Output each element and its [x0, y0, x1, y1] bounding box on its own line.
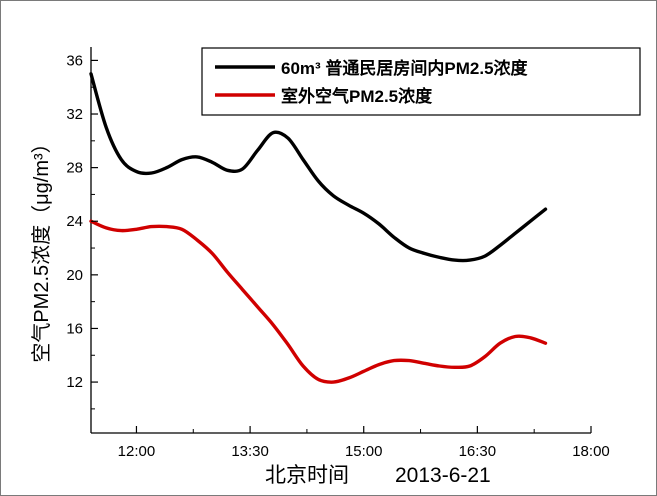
series-layer	[89, 72, 548, 384]
x-tick-label: 15:00	[345, 443, 383, 460]
x-axis-title: 北京时间	[265, 464, 349, 487]
x-tick-label: 13:30	[231, 443, 269, 460]
axes	[90, 47, 591, 434]
y-tick-label: 32	[66, 106, 83, 123]
series-line-indoor	[89, 72, 548, 263]
legend-box	[201, 47, 641, 116]
x-axis-date: 2013-6-21	[395, 464, 491, 487]
legend-label-indoor: 60m³ 普通民居房间内PM2.5浓度	[281, 58, 529, 78]
y-axis-title: 空气PM2.5浓度（μg/m³）	[30, 133, 53, 362]
y-tick-label: 16	[66, 320, 83, 337]
legend: 60m³ 普通民居房间内PM2.5浓度 室外空气PM2.5浓度	[201, 47, 641, 116]
y-tick-label: 28	[66, 160, 83, 177]
series-line-outdoor	[89, 219, 548, 384]
x-tick-label: 16:30	[459, 443, 497, 460]
tick-layer: 12 16 20 24 28 32 36 12:00 13:30 15:00 16:30 18:00	[66, 52, 609, 460]
y-tick-label: 24	[66, 213, 83, 230]
x-tick-label: 18:00	[572, 443, 610, 460]
y-tick-label: 12	[66, 374, 83, 391]
y-tick-label: 36	[66, 52, 83, 69]
legend-label-outdoor: 室外空气PM2.5浓度	[281, 86, 433, 106]
y-tick-label: 20	[66, 267, 83, 284]
x-tick-label: 12:00	[118, 443, 156, 460]
